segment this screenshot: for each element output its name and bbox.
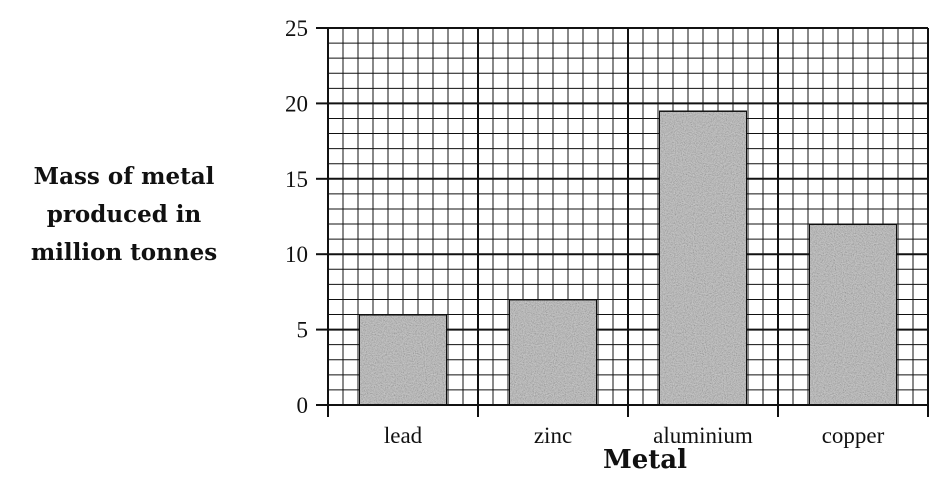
y-tick-label: 25 (285, 16, 308, 41)
bar-lead (358, 313, 448, 406)
x-category-label: zinc (534, 423, 572, 448)
y-tick-label: 15 (285, 167, 308, 192)
y-axis-title: Mass of metal produced in million tonnes (0, 158, 248, 272)
y-axis-title-line-3: million tonnes (30, 239, 218, 266)
chart-axes (316, 27, 929, 417)
bar-aluminium (658, 109, 748, 406)
y-tick-label: 0 (297, 393, 309, 418)
bar-copper (808, 223, 898, 406)
x-category-label: lead (384, 423, 423, 448)
y-axis-title-line-1: Mass of metal (33, 163, 215, 190)
y-tick-label: 10 (285, 242, 308, 267)
y-tick-label: 20 (285, 91, 308, 116)
bar-zinc (508, 298, 598, 406)
chart-labels: 0 5 10 15 20 25 lead zinc aluminium copper (285, 16, 885, 448)
x-axis-title: Metal (602, 445, 688, 475)
bar-series (358, 109, 898, 406)
y-axis-title-line-2: produced in (46, 201, 202, 228)
y-tick-label: 5 (297, 318, 309, 343)
x-category-label: copper (822, 423, 885, 448)
x-category-label: aluminium (653, 423, 753, 448)
